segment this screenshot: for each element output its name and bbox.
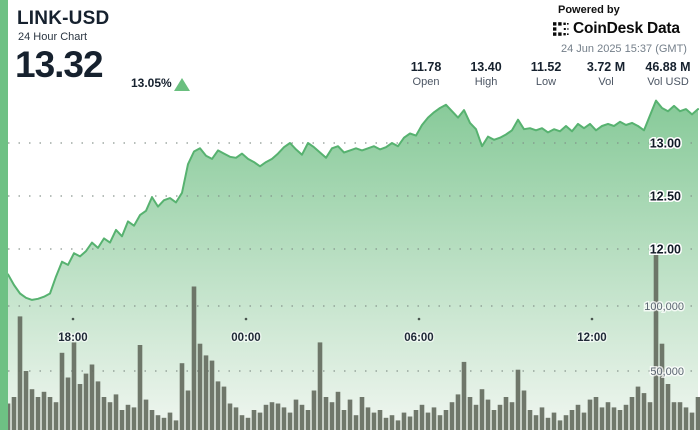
stat-vol-value: 3.72 M xyxy=(586,60,626,74)
page-title: LINK-USD xyxy=(17,8,110,29)
svg-text:18:00: 18:00 xyxy=(58,332,87,344)
svg-text:12.00: 12.00 xyxy=(650,243,681,257)
current-price: 13.32 xyxy=(15,44,104,85)
stat-vol: 3.72 M Vol xyxy=(576,59,636,89)
stat-vol-usd-value: 46.88 M xyxy=(645,60,691,74)
svg-text:12:00: 12:00 xyxy=(577,332,606,344)
stat-high: 13.40 High xyxy=(456,59,516,89)
powered-by-label: Powered by xyxy=(558,4,620,16)
coindesk-logo-icon xyxy=(553,21,569,37)
stat-vol-label: Vol xyxy=(598,76,614,88)
stat-vol-usd: 46.88 M Vol USD xyxy=(636,59,700,89)
chart-subtitle: 24 Hour Chart xyxy=(18,31,88,43)
svg-text:13.00: 13.00 xyxy=(650,137,681,151)
stat-open-value: 11.78 xyxy=(410,60,442,74)
svg-text:06:00: 06:00 xyxy=(404,332,433,344)
stat-high-value: 13.40 xyxy=(470,60,502,74)
coindesk-logo-text: CoinDesk Data xyxy=(573,20,680,37)
stat-low: 11.52 Low xyxy=(516,59,576,89)
stat-high-label: High xyxy=(474,76,498,88)
stat-low-value: 11.52 xyxy=(530,60,562,74)
svg-text:50,000: 50,000 xyxy=(650,366,684,378)
stat-low-label: Low xyxy=(535,76,557,88)
ohlc-stats-row: 11.78 Open 13.40 High 11.52 Low 3.72 M V… xyxy=(396,59,700,89)
svg-text:12.50: 12.50 xyxy=(650,190,681,204)
stat-vol-usd-label: Vol USD xyxy=(647,76,689,88)
up-arrow-icon xyxy=(174,78,190,91)
stat-open-label: Open xyxy=(412,76,440,88)
stat-open: 11.78 Open xyxy=(396,59,456,89)
left-accent-bar xyxy=(0,0,8,430)
coindesk-logo: CoinDesk Data xyxy=(553,20,680,38)
svg-text:100,000: 100,000 xyxy=(644,301,684,313)
change-percent: 13.05% xyxy=(131,76,172,90)
timestamp: 24 Jun 2025 15:37 (GMT) xyxy=(561,43,687,55)
svg-text:00:00: 00:00 xyxy=(231,332,260,344)
